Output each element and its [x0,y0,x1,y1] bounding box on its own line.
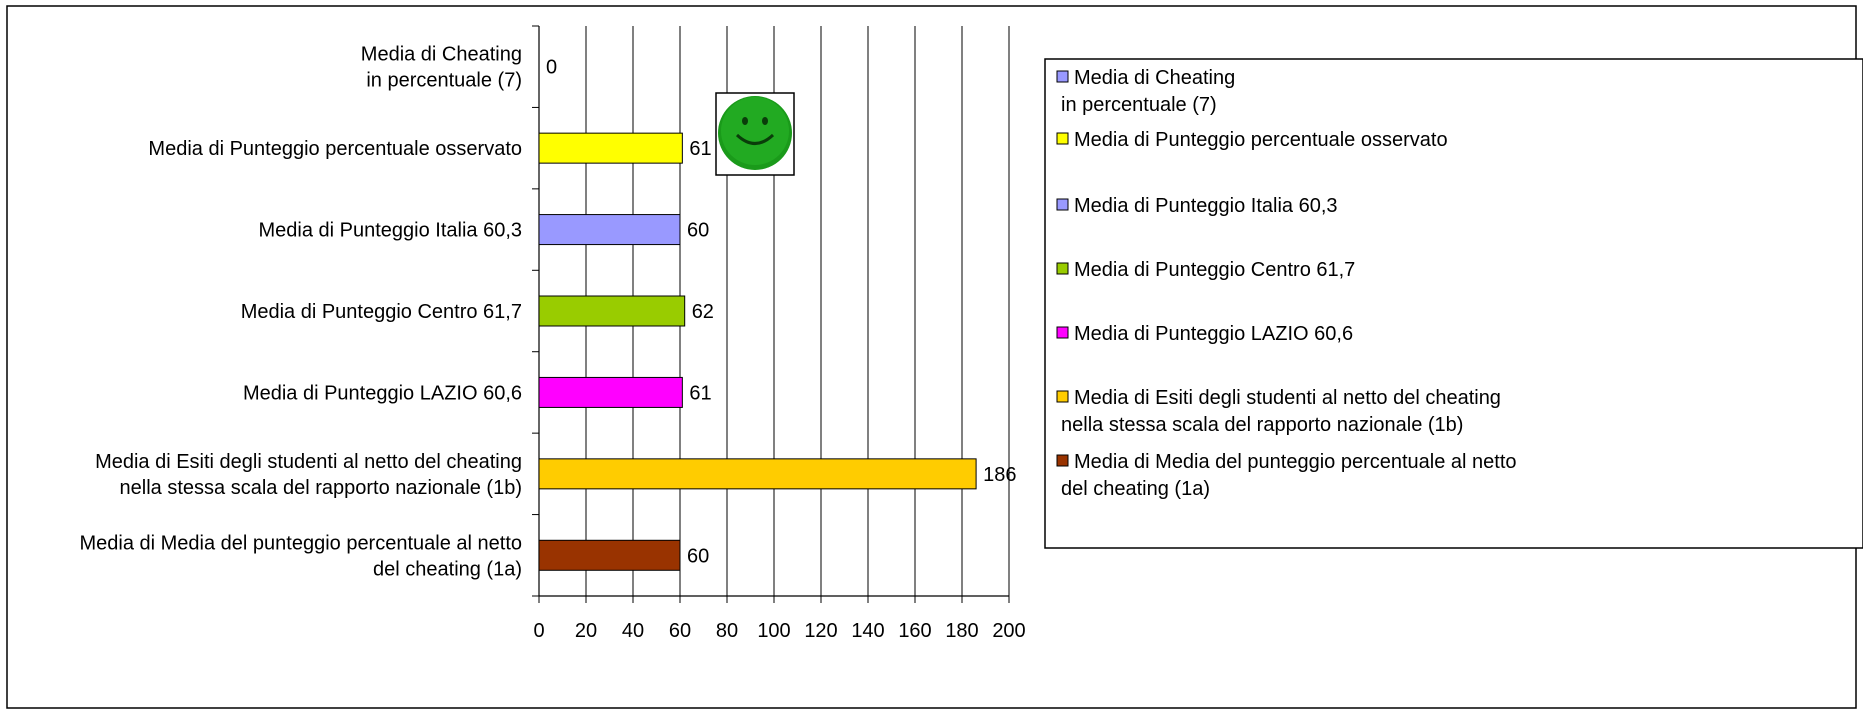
x-tick-label: 180 [945,620,978,642]
bar [538,458,977,490]
bars [538,132,977,571]
data-label: 62 [692,301,714,323]
x-tick-label: 20 [575,620,597,642]
legend-label: Media di Esiti degli studenti al netto d… [1061,387,1501,436]
x-tick-label: 40 [622,620,644,642]
x-tick-label: 120 [804,620,837,642]
legend-label: Media di Punteggio percentuale osservato [1074,129,1448,151]
category-label: Media di Punteggio percentuale osservato [148,138,522,160]
data-labels: 0 61 60 62 61 186 60 [546,57,1016,568]
grid-lines [585,26,1010,596]
category-label: Media di Punteggio Centro 61,7 [241,301,522,323]
legend: Media di Cheating in percentuale (7) Media… [1044,58,1863,549]
x-tick-label: 80 [716,620,738,642]
legend-swatch [1056,262,1069,275]
category-label: Media di Esiti degli studenti al netto d… [95,451,522,499]
category-label: Media di Punteggio LAZIO 60,6 [243,382,522,404]
legend-swatch [1056,390,1069,403]
data-label: 60 [687,545,709,567]
data-label: 61 [689,138,711,160]
legend-label: Media di Media del punteggio percentuale… [1061,451,1517,500]
x-tick-label: 200 [992,620,1025,642]
legend-box [1044,58,1863,549]
x-tick-label: 0 [533,620,544,642]
legend-label: Media di Punteggio LAZIO 60,6 [1074,323,1353,345]
category-labels: Media di Cheating in percentuale (7) Media… [79,44,522,581]
data-label: 60 [687,220,709,242]
x-tick-label: 160 [898,620,931,642]
bar [538,539,681,571]
category-label: Media di Cheating in percentuale (7) [361,44,522,92]
data-label: 186 [983,464,1016,486]
bar [538,214,681,246]
category-label: Media di Punteggio Italia 60,3 [258,220,522,242]
legend-swatch [1056,70,1069,83]
legend-swatch [1056,198,1069,211]
category-label: Media di Media del punteggio percentuale… [79,532,522,580]
bar [538,132,683,164]
x-tick-label: 100 [757,620,790,642]
bar [538,295,686,327]
tick-labels: 0 20 40 60 80 100 120 140 160 180 200 [533,620,1025,642]
legend-swatch [1056,454,1069,467]
legend-swatch [1056,132,1069,145]
legend-label: Media di Punteggio Centro 61,7 [1074,259,1355,281]
x-tick-label: 60 [669,620,691,642]
data-label: 0 [546,57,557,79]
bar [538,376,683,408]
legend-label: Media di Punteggio Italia 60,3 [1074,195,1338,217]
smiley-face-icon [715,92,795,176]
x-tick-label: 140 [851,620,884,642]
legend-label: Media di Cheating in percentuale (7) [1061,67,1235,116]
legend-swatch [1056,326,1069,339]
data-label: 61 [689,382,711,404]
